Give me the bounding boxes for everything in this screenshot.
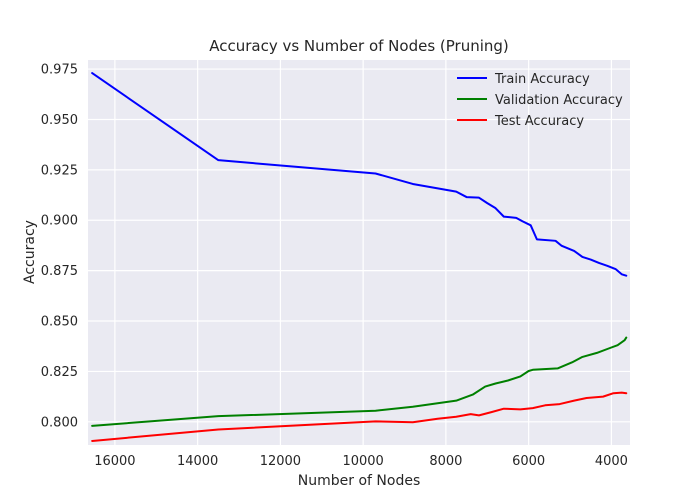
x-tick-label: 12000 <box>260 454 301 469</box>
y-tick-label: 0.925 <box>41 163 78 178</box>
y-axis-title: Accuracy <box>22 220 38 284</box>
y-tick-label: 0.900 <box>41 214 78 229</box>
y-tick-label: 0.950 <box>41 113 78 128</box>
y-tick-label: 0.850 <box>41 315 78 330</box>
series-layer <box>91 72 628 442</box>
y-tick-label: 0.875 <box>41 264 78 279</box>
y-tick-label: 0.975 <box>41 63 78 78</box>
legend-label-test: Test Accuracy <box>494 114 584 129</box>
validation-accuracy-line <box>91 336 628 427</box>
legend-label-validation: Validation Accuracy <box>495 93 623 108</box>
y-tick-label: 0.800 <box>41 415 78 430</box>
train-accuracy-line <box>91 72 628 277</box>
legend: Train Accuracy Validation Accuracy Test … <box>457 72 623 129</box>
x-tick-label: 8000 <box>429 454 462 469</box>
y-tick-label: 0.825 <box>41 365 78 380</box>
x-tick-label: 16000 <box>94 454 135 469</box>
x-axis-title: Number of Nodes <box>298 473 420 489</box>
x-tick-label: 6000 <box>512 454 545 469</box>
x-tick-label: 4000 <box>595 454 628 469</box>
chart-title: Accuracy vs Number of Nodes (Pruning) <box>209 37 509 55</box>
tick-labels: 16000 14000 12000 10000 8000 6000 4000 0.800 0.8… <box>41 63 628 469</box>
legend-label-train: Train Accuracy <box>494 72 590 87</box>
plot-area <box>88 60 630 445</box>
x-tick-label: 10000 <box>342 454 383 469</box>
x-tick-label: 14000 <box>177 454 218 469</box>
test-accuracy-line <box>91 391 628 442</box>
